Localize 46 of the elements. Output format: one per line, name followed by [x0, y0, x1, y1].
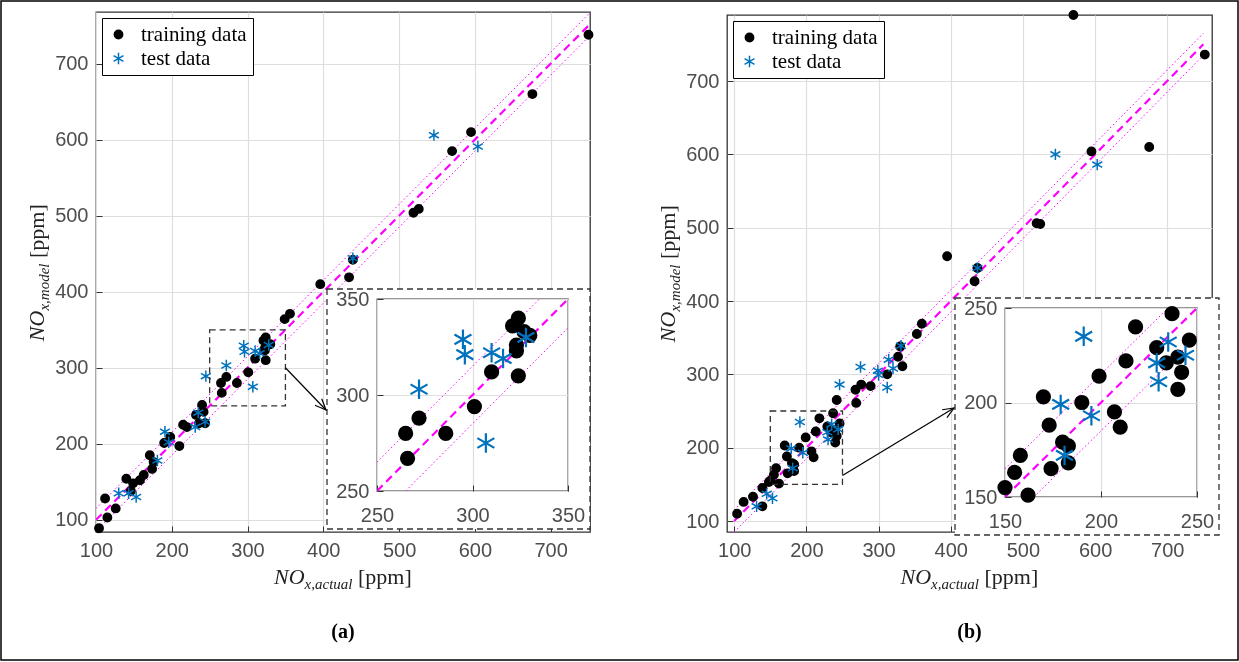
- x-tick-label: 300: [862, 538, 896, 561]
- y-tick-label: 600: [55, 128, 89, 151]
- x-axis-title: NO$_{x,actual}$ [ppm]: [274, 563, 412, 593]
- text: (b): [957, 620, 982, 643]
- y-tick-label: 250: [336, 479, 370, 502]
- x-tick-label: 350: [551, 503, 586, 526]
- y-tick-label: 300: [686, 362, 720, 385]
- y-tick-label: 600: [686, 142, 720, 165]
- x-tick-label: 100: [79, 538, 114, 561]
- y-tick-label: 200: [55, 432, 89, 455]
- x-axis-title: NO$_{x,actual}$ [ppm]: [900, 563, 1039, 593]
- x-tick-label: 250: [1180, 509, 1215, 532]
- y-tick-label: 500: [55, 204, 89, 227]
- y-tick-label: 700: [55, 52, 89, 75]
- y-tick-label: 700: [686, 69, 720, 92]
- x-tick-label: 600: [1078, 538, 1113, 561]
- y-tick-label: 250: [964, 296, 998, 319]
- x-tick-label: 150: [988, 509, 1023, 532]
- x-tick-label: 300: [456, 503, 490, 526]
- y-tick-label: 300: [336, 383, 370, 406]
- x-tick-label: 200: [1084, 509, 1119, 532]
- text: (a): [331, 620, 355, 643]
- legend-label: test data: [141, 45, 212, 70]
- y-tick-label: 300: [55, 356, 89, 379]
- x-tick-label: 700: [534, 538, 568, 561]
- y-tick-label: 500: [686, 216, 720, 239]
- x-tick-label: 200: [155, 538, 189, 561]
- y-tick-label: 350: [336, 287, 370, 310]
- y-tick-label: 400: [55, 280, 89, 303]
- x-tick-label: 700: [1151, 538, 1185, 561]
- y-tick-label: 150: [964, 485, 998, 508]
- legend-label: training data: [772, 24, 879, 49]
- x-tick-label: 250: [360, 503, 395, 526]
- x-tick-label: 300: [231, 538, 265, 561]
- legend-label: test data: [772, 48, 843, 73]
- y-tick-label: 400: [686, 289, 720, 312]
- x-tick-label: 500: [382, 538, 417, 561]
- legend-label: training data: [141, 21, 248, 46]
- x-tick-label: 400: [307, 538, 341, 561]
- x-tick-label: 100: [718, 538, 752, 561]
- y-tick-label: 200: [686, 436, 720, 459]
- x-tick-label: 400: [934, 538, 968, 561]
- y-tick-label: 200: [964, 391, 998, 413]
- x-tick-label: 200: [790, 538, 824, 561]
- x-tick-label: 500: [1006, 538, 1041, 561]
- x-tick-label: 600: [458, 538, 493, 561]
